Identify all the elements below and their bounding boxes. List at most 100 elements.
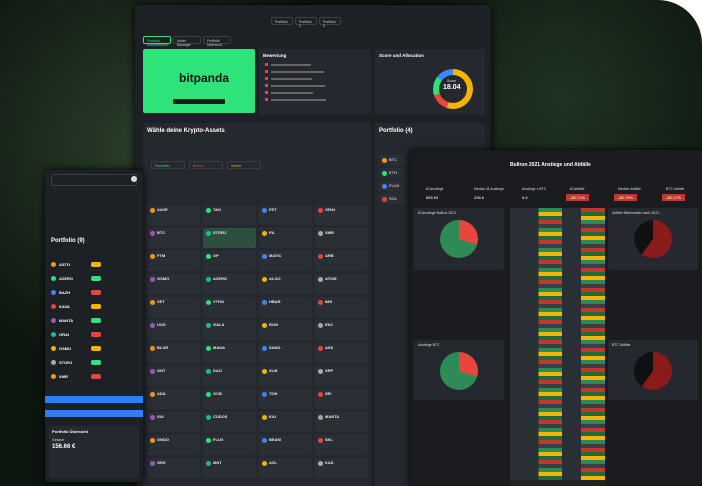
coin-card[interactable]: FLUX xyxy=(203,435,256,455)
coin-card[interactable]: OSMO xyxy=(147,274,200,294)
coin-card[interactable]: HBAR xyxy=(259,297,312,317)
coin-icon xyxy=(206,254,211,259)
coin-name: MANA xyxy=(213,345,225,350)
button[interactable] xyxy=(45,410,143,417)
portfolio-coin[interactable]: FLUX xyxy=(379,181,405,191)
portfolio-coin[interactable]: SOL xyxy=(379,194,405,204)
score-label: Score xyxy=(447,79,457,83)
nav-tab[interactable]: Portfolio 2 xyxy=(295,17,317,28)
coin-icon xyxy=(150,392,155,397)
coin-card[interactable]: ENJ xyxy=(315,320,368,340)
coin-card[interactable]: TAO xyxy=(203,205,256,225)
pie xyxy=(440,220,478,258)
table-row xyxy=(510,396,605,400)
button[interactable] xyxy=(45,396,143,403)
coin-card[interactable]: STORJ xyxy=(203,228,256,248)
coin-name: BLUR xyxy=(157,345,169,350)
rating-dot xyxy=(265,84,268,87)
coin-card[interactable]: FIL xyxy=(259,228,312,248)
coin-card[interactable]: ALGO xyxy=(259,274,312,294)
table-row xyxy=(510,244,605,248)
coin-card[interactable]: IMX xyxy=(315,297,368,317)
portfolio-coin[interactable]: ETH xyxy=(379,168,405,178)
coin-card[interactable]: XMR xyxy=(315,228,368,248)
coin-card[interactable]: KAS xyxy=(315,458,368,478)
coin-card[interactable]: MANTA xyxy=(315,412,368,432)
coin-card[interactable]: ORAI xyxy=(315,205,368,225)
coin-card[interactable]: ARB xyxy=(315,251,368,271)
coin-icon xyxy=(318,438,323,443)
coin-card[interactable]: MANA xyxy=(203,343,256,363)
coin-icon xyxy=(318,277,323,282)
coin-name: HBAR xyxy=(269,299,281,304)
coin-card[interactable]: DAO xyxy=(203,366,256,386)
coin-card[interactable]: ATOM xyxy=(315,274,368,294)
subtab[interactable]: Portfolio Übersicht xyxy=(203,36,231,47)
coin-card[interactable]: VET xyxy=(147,297,200,317)
coin-icon xyxy=(206,392,211,397)
portfolio-coin[interactable]: BTC xyxy=(379,155,405,165)
coin-card[interactable]: GRX xyxy=(147,458,200,478)
table-row xyxy=(510,332,605,336)
badge xyxy=(91,304,101,309)
stat-value: 855.63 xyxy=(426,195,439,200)
coin-card[interactable]: RON xyxy=(259,320,312,340)
coin-name: ETH xyxy=(389,170,397,175)
coin-card[interactable]: UOS xyxy=(147,320,200,340)
chart-panel: Anstiege BTC xyxy=(414,340,504,400)
table-row xyxy=(510,404,605,408)
subtab[interactable]: Portfolio Informationen xyxy=(143,36,171,47)
coin-card[interactable]: BLUR xyxy=(147,343,200,363)
table-row xyxy=(510,460,605,464)
coin-card[interactable]: SEI xyxy=(315,389,368,409)
coin-card[interactable]: SUI xyxy=(147,412,200,432)
coin-icon xyxy=(318,392,323,397)
coin-icon xyxy=(318,415,323,420)
coin-card[interactable]: OCB xyxy=(203,389,256,409)
table-row xyxy=(510,444,605,448)
coin-card[interactable]: BTC xyxy=(147,228,200,248)
coin-card[interactable]: AZERO xyxy=(203,274,256,294)
rating-line xyxy=(271,70,324,73)
coin-card[interactable]: ONT xyxy=(147,366,200,386)
coin-card[interactable]: XLM xyxy=(259,366,312,386)
coin-card[interactable]: GALA xyxy=(203,320,256,340)
coin-name: OSMO xyxy=(157,276,170,281)
table-row xyxy=(510,220,605,224)
table-row xyxy=(510,308,605,312)
coin-card[interactable]: FET xyxy=(259,205,312,225)
avatar[interactable] xyxy=(131,176,137,182)
coin-icon xyxy=(206,208,211,213)
coin-card[interactable]: CUDOS xyxy=(203,412,256,432)
coin-card[interactable]: SAND xyxy=(259,343,312,363)
coin-card[interactable]: AXS xyxy=(315,343,368,363)
subtab[interactable]: Asset Manager xyxy=(173,36,201,47)
coin-card[interactable]: VTHO xyxy=(203,297,256,317)
coin-card[interactable]: AXL xyxy=(259,458,312,478)
score-panel: Score und Allocation Score 18.04 xyxy=(375,49,485,115)
button[interactable] xyxy=(173,99,225,104)
filter[interactable]: Bullrun xyxy=(189,161,223,169)
nav-tab[interactable]: Portfolio 3 xyxy=(319,17,341,28)
rating-dot xyxy=(265,70,268,73)
nav-tab[interactable]: Portfolio xyxy=(271,17,293,25)
coin-icon xyxy=(51,290,56,295)
filter[interactable]: Favoriten xyxy=(151,161,185,169)
coin-card[interactable]: MATIC xyxy=(259,251,312,271)
coin-card[interactable]: AAVE xyxy=(147,205,200,225)
coin-card[interactable]: ONDO xyxy=(147,435,200,455)
coin-name: MANTA xyxy=(59,318,74,323)
left-window: Portfolio (9) ASTO AZERO BAZH KAVA MANTA ORAI… xyxy=(45,170,143,482)
coin-card[interactable]: BEAM xyxy=(259,435,312,455)
filter[interactable]: Sektor xyxy=(227,161,261,169)
badge xyxy=(91,262,101,267)
coin-card[interactable]: TON xyxy=(259,389,312,409)
coin-card[interactable]: OP xyxy=(203,251,256,271)
coin-card[interactable]: KAI xyxy=(259,412,312,432)
coin-card[interactable]: ADA xyxy=(147,389,200,409)
coin-name: OP xyxy=(213,253,219,258)
coin-card[interactable]: XRP xyxy=(315,366,368,386)
coin-card[interactable]: FTM xyxy=(147,251,200,271)
coin-card[interactable]: SKL xyxy=(315,435,368,455)
coin-card[interactable]: MNT xyxy=(203,458,256,478)
